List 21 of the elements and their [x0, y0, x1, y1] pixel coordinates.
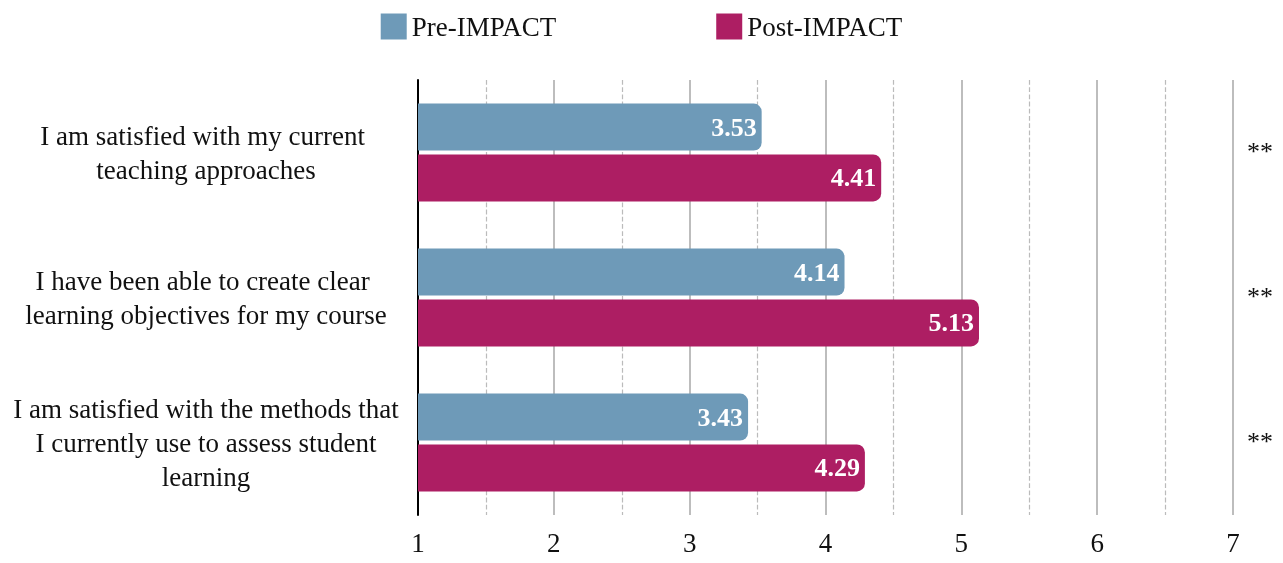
data-label: 3.43: [697, 402, 744, 432]
text: **: [1247, 427, 1273, 456]
x-tick-label: 6: [1090, 527, 1104, 558]
legend-label: Post-IMPACT: [747, 11, 903, 42]
legend-label: Pre-IMPACT: [411, 11, 557, 42]
x-tick-label: 4: [818, 527, 833, 558]
text: **: [1247, 137, 1273, 166]
x-tick-label: 1: [411, 527, 425, 558]
text: **: [1247, 282, 1273, 311]
x-tick-label: 3: [682, 527, 697, 558]
data-label: 5.13: [928, 308, 974, 338]
x-tick-label: 5: [954, 527, 969, 558]
data-label: 4.14: [794, 257, 840, 287]
y-tick-label: I am satisfied with my current teaching approaches: [40, 120, 372, 185]
x-tick-label: 7: [1226, 527, 1240, 558]
data-label: 4.41: [830, 163, 877, 193]
y-tick-label: I have been able to create clear learning objectives for my course: [25, 265, 387, 330]
data-label: 4.29: [814, 453, 860, 483]
x-tick-label: 2: [547, 527, 561, 558]
data-label: 3.53: [711, 112, 757, 142]
y-tick-label: I am satisfied with the methods that I currently use to assess student learning: [13, 393, 400, 492]
